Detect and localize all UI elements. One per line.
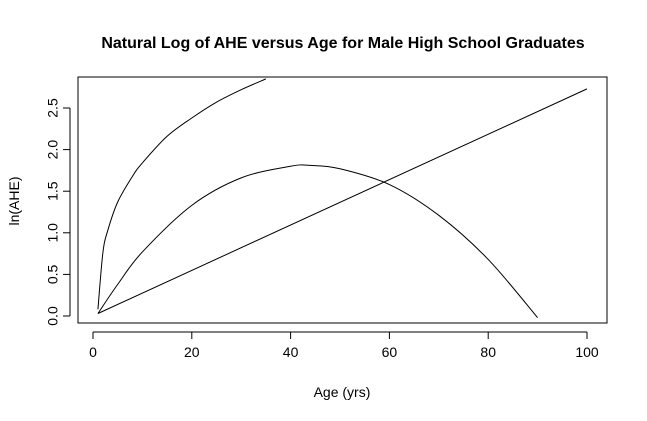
y-tick-label: 0.0 — [45, 306, 61, 326]
x-axis: 0 20 40 60 80 100 — [89, 331, 599, 360]
y-tick-label: 2.5 — [45, 98, 61, 118]
x-axis-label: Age (yrs) — [314, 384, 371, 400]
y-axis-label: ln(AHE) — [6, 176, 22, 225]
series-line-3 — [97, 88, 588, 314]
y-tick-label: 2.0 — [45, 140, 61, 160]
x-tick-label: 60 — [382, 344, 398, 360]
series-line-1 — [97, 78, 267, 310]
y-tick-label: 0.5 — [45, 264, 61, 284]
x-tick-label: 100 — [575, 344, 599, 360]
x-tick-label: 80 — [480, 344, 496, 360]
chart-title: Natural Log of AHE versus Age for Male H… — [101, 35, 584, 52]
x-tick-label: 20 — [184, 344, 200, 360]
series-line-2 — [97, 164, 538, 318]
y-axis: 0.0 0.5 1.0 1.5 2.0 2.5 — [45, 98, 71, 326]
y-tick-label: 1.0 — [45, 223, 61, 243]
y-tick-label: 1.5 — [45, 181, 61, 201]
x-tick-label: 40 — [283, 344, 299, 360]
x-tick-label: 0 — [89, 344, 97, 360]
series-group — [97, 78, 588, 318]
plot-area-box — [77, 76, 608, 324]
